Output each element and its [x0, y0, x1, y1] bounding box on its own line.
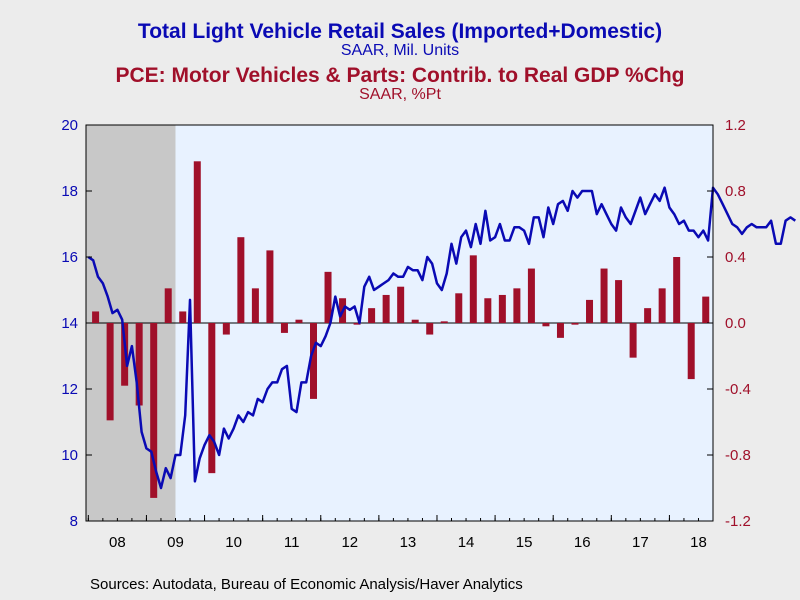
right-tick-label: -0.4	[725, 381, 751, 398]
bar	[266, 250, 274, 323]
x-tick-label: 13	[400, 534, 417, 551]
left-tick-label: 16	[61, 249, 78, 266]
bar	[586, 299, 594, 323]
bar	[222, 323, 230, 335]
bar	[237, 237, 245, 323]
bar	[135, 323, 143, 406]
x-tick-label: 08	[109, 534, 126, 551]
sales-line	[87, 186, 797, 490]
bar	[658, 288, 666, 323]
bar	[150, 323, 158, 498]
bar	[426, 323, 434, 335]
right-tick-label: 0.8	[725, 183, 746, 200]
bar	[615, 280, 623, 323]
bar	[106, 323, 114, 421]
bar	[673, 257, 681, 323]
bar	[382, 294, 390, 323]
bar	[484, 298, 492, 323]
bar	[92, 311, 100, 323]
x-tick-label: 11	[284, 534, 300, 551]
bar	[164, 288, 172, 323]
bar	[542, 323, 550, 327]
bar	[309, 323, 317, 399]
bar	[687, 323, 695, 380]
bar	[353, 323, 361, 325]
right-tick-label: -1.2	[725, 513, 751, 530]
bar	[600, 268, 608, 323]
x-tick-label: 15	[516, 534, 533, 551]
x-tick-label: 17	[632, 534, 649, 551]
right-tick-label: 0.0	[725, 315, 746, 332]
chart-title-2: PCE: Motor Vehicles & Parts: Contrib. to…	[115, 64, 685, 87]
bar	[324, 271, 332, 323]
bar	[295, 319, 303, 323]
bar	[368, 308, 376, 323]
bar	[280, 323, 288, 333]
bar	[469, 255, 477, 323]
bar	[208, 323, 216, 474]
x-tick-label: 12	[341, 534, 358, 551]
bar	[411, 319, 419, 323]
right-tick-label: 1.2	[725, 117, 746, 134]
bar	[179, 311, 187, 323]
bar	[527, 268, 535, 323]
left-tick-label: 18	[61, 183, 78, 200]
bar	[397, 286, 405, 323]
bar	[251, 288, 259, 323]
right-tick-label: -0.8	[725, 447, 751, 464]
bar	[498, 294, 506, 323]
bar	[629, 323, 637, 358]
bar	[513, 288, 521, 323]
right-tick-label: 0.4	[725, 249, 746, 266]
left-tick-label: 10	[61, 447, 78, 464]
bar	[571, 323, 579, 325]
x-tick-label: 14	[458, 534, 475, 551]
source-note: Sources: Autodata, Bureau of Economic An…	[90, 576, 523, 593]
x-tick-label: 18	[690, 534, 707, 551]
bar	[702, 296, 710, 323]
x-tick-label: 10	[225, 534, 242, 551]
left-tick-label: 8	[70, 513, 78, 530]
left-tick-label: 12	[61, 381, 78, 398]
chart-subtitle-1: SAAR, Mil. Units	[340, 42, 460, 59]
x-tick-label: 09	[167, 534, 184, 551]
bar	[556, 323, 564, 338]
left-tick-label: 14	[61, 315, 78, 332]
bar	[644, 308, 652, 323]
left-tick-label: 20	[61, 117, 78, 134]
bar	[455, 293, 463, 323]
chart-title-1: Total Light Vehicle Retail Sales (Import…	[137, 20, 663, 43]
x-tick-label: 16	[574, 534, 591, 551]
bar	[193, 161, 201, 323]
bar	[440, 321, 448, 323]
chart-subtitle-2: SAAR, %Pt	[359, 86, 441, 103]
